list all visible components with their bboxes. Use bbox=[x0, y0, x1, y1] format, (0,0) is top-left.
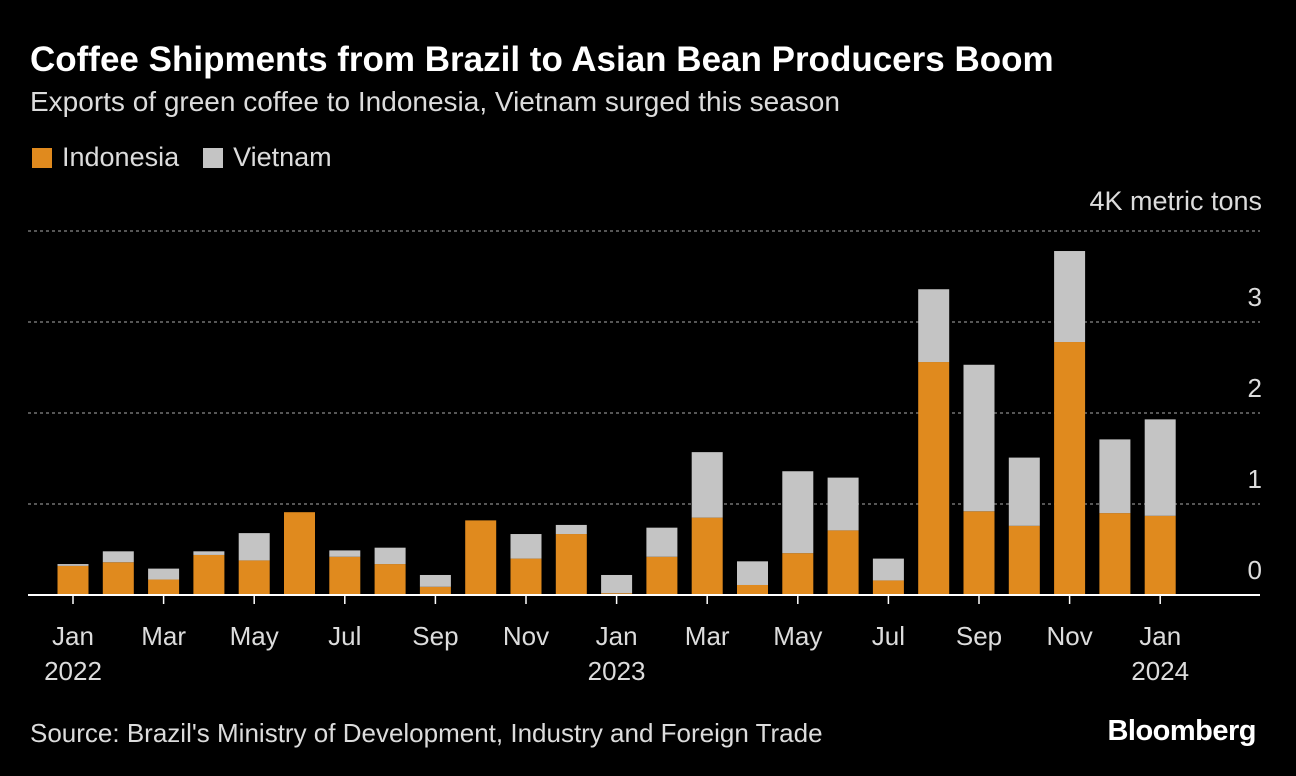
legend-swatch-vietnam bbox=[203, 147, 224, 168]
bar-vietnam-23 bbox=[1099, 439, 1131, 514]
bar-vietnam-21 bbox=[1008, 457, 1040, 526]
bar-vietnam-15 bbox=[737, 561, 768, 585]
y-tick-label-2: 2 bbox=[1248, 373, 1262, 403]
bar-indonesia-2 bbox=[148, 579, 180, 595]
bar-indonesia-10 bbox=[510, 558, 542, 595]
bar-vietnam-14 bbox=[691, 452, 723, 518]
legend-label-vietnam: Vietnam bbox=[233, 142, 332, 172]
y-tick-label-0: 0 bbox=[1248, 555, 1262, 585]
legend-label-indonesia: Indonesia bbox=[62, 142, 180, 172]
x-tick-label-year: 2023 bbox=[588, 656, 646, 686]
bar-indonesia-5 bbox=[284, 512, 315, 595]
x-tick-label-month: Mar bbox=[685, 621, 730, 651]
bar-indonesia-3 bbox=[193, 554, 225, 595]
x-tick-label-month: May bbox=[230, 621, 279, 651]
legend-swatch-indonesia bbox=[32, 147, 52, 168]
x-tick-label-month: Jan bbox=[596, 621, 638, 651]
chart-subtitle: Exports of green coffee to Indonesia, Vi… bbox=[30, 86, 840, 117]
bar-vietnam-19 bbox=[918, 289, 950, 363]
bar-vietnam-18 bbox=[872, 558, 904, 581]
bar-indonesia-16 bbox=[782, 553, 814, 595]
x-tick-label-year: 2024 bbox=[1131, 656, 1189, 686]
source-note: Source: Brazil's Ministry of Development… bbox=[30, 718, 823, 748]
bar-indonesia-15 bbox=[737, 584, 768, 595]
bar-vietnam-10 bbox=[510, 534, 542, 559]
legend-item-indonesia: Indonesia bbox=[32, 142, 179, 173]
legend: Indonesia Vietnam bbox=[32, 142, 332, 173]
x-tick-label-month: Jan bbox=[1139, 621, 1181, 651]
x-tick-label-month: Sep bbox=[956, 621, 1002, 651]
bar-vietnam-3 bbox=[193, 551, 225, 555]
bar-indonesia-14 bbox=[691, 517, 723, 595]
legend-item-vietnam: Vietnam bbox=[203, 142, 332, 173]
x-tick-label-month: Nov bbox=[1046, 621, 1092, 651]
bar-indonesia-0 bbox=[57, 565, 89, 595]
bar-indonesia-4 bbox=[238, 560, 270, 595]
bar-vietnam-2 bbox=[148, 568, 180, 580]
x-tick-label-month: Jul bbox=[328, 621, 361, 651]
bar-vietnam-11 bbox=[555, 524, 587, 535]
bar-indonesia-22 bbox=[1054, 342, 1086, 595]
bar-indonesia-9 bbox=[465, 520, 497, 595]
x-tick-label-year: 2022 bbox=[44, 656, 102, 686]
x-tick-label-month: Jan bbox=[52, 621, 94, 651]
bar-vietnam-6 bbox=[329, 550, 361, 557]
x-tick-label-month: Mar bbox=[141, 621, 186, 651]
bar-vietnam-20 bbox=[963, 364, 995, 512]
x-tick-label-month: Nov bbox=[503, 621, 549, 651]
bar-vietnam-0 bbox=[57, 564, 89, 566]
x-tick-label-month: May bbox=[773, 621, 822, 651]
bar-indonesia-19 bbox=[918, 362, 950, 595]
x-tick-label-month: Sep bbox=[412, 621, 458, 651]
bar-indonesia-18 bbox=[872, 580, 904, 595]
bar-indonesia-6 bbox=[329, 556, 361, 595]
bar-vietnam-22 bbox=[1054, 251, 1086, 343]
bar-indonesia-23 bbox=[1099, 513, 1131, 595]
y-tick-label-1: 1 bbox=[1248, 464, 1262, 494]
bar-indonesia-21 bbox=[1008, 525, 1040, 595]
bloomberg-logo: Bloomberg bbox=[1107, 715, 1256, 747]
y-tick-label-3: 3 bbox=[1248, 282, 1262, 312]
bar-vietnam-7 bbox=[374, 547, 406, 565]
bar-indonesia-11 bbox=[555, 534, 587, 595]
bar-indonesia-20 bbox=[963, 511, 995, 595]
bar-vietnam-17 bbox=[827, 477, 859, 531]
x-tick-label-month: Jul bbox=[872, 621, 905, 651]
bar-indonesia-1 bbox=[102, 562, 134, 595]
bar-vietnam-16 bbox=[782, 471, 814, 554]
bar-indonesia-8 bbox=[419, 586, 451, 595]
bar-indonesia-13 bbox=[646, 556, 678, 595]
bar-vietnam-12 bbox=[601, 574, 633, 594]
chart-title: Coffee Shipments from Brazil to Asian Be… bbox=[30, 40, 1054, 79]
bar-indonesia-17 bbox=[827, 530, 859, 595]
bar-vietnam-1 bbox=[102, 551, 134, 563]
bar-indonesia-7 bbox=[374, 564, 406, 595]
y-axis-unit-label: 4K metric tons bbox=[1089, 186, 1262, 216]
bar-vietnam-13 bbox=[646, 527, 678, 557]
bar-vietnam-4 bbox=[238, 533, 270, 561]
bar-vietnam-24 bbox=[1144, 419, 1176, 516]
bar-vietnam-8 bbox=[419, 574, 451, 587]
bar-indonesia-24 bbox=[1144, 515, 1176, 595]
